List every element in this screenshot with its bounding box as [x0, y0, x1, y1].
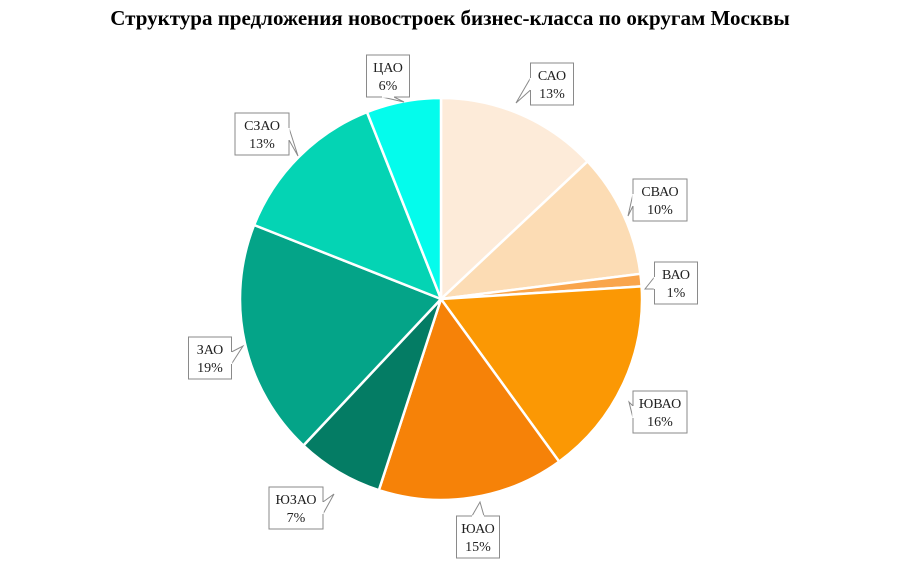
pie-slice-8 [252, 110, 443, 301]
slice-label-value: 15% [465, 540, 491, 555]
slice-label-name: САО [538, 69, 566, 84]
data-label-4: ЮВАО 16% [628, 390, 688, 434]
callout-pointer [628, 400, 634, 419]
data-label-3: ВАО 1% [643, 261, 698, 305]
slice-label-value: 6% [379, 79, 398, 94]
data-label-9: ЦАО 6% [366, 54, 410, 103]
callout-box [632, 178, 688, 222]
slice-label-name: СВАО [641, 185, 678, 200]
callout-box [268, 486, 324, 530]
callout-pointer [322, 493, 335, 515]
chart-title: Структура предложения новостроек бизнес-… [110, 6, 790, 30]
slice-label-value: 7% [287, 511, 306, 526]
data-label-5: ЮАО 15% [456, 500, 500, 559]
slice-label-name: ЮЗАО [276, 493, 317, 508]
callout-pointer [288, 127, 299, 157]
callout-pointer [231, 344, 245, 365]
slice-label-value: 19% [197, 361, 223, 376]
data-label-6: ЮЗАО 7% [268, 486, 335, 530]
callout-pointer [381, 96, 405, 103]
pie-slice-2 [439, 160, 642, 301]
slice-label-name: СЗАО [244, 119, 280, 134]
callout-box [188, 336, 232, 380]
data-label-7: ЗАО 19% [188, 336, 245, 380]
slice-label-name: ЮАО [461, 522, 494, 537]
slice-label-value: 16% [647, 415, 673, 430]
callout-box [530, 62, 574, 106]
slice-label-value: 1% [667, 286, 686, 301]
callout-box [234, 112, 290, 156]
slice-label-value: 10% [647, 203, 673, 218]
pie-slice-5 [377, 297, 561, 502]
data-label-8: СЗАО 13% [234, 112, 299, 157]
slice-label-name: ЮВАО [639, 397, 681, 412]
slice-label-value: 13% [539, 87, 565, 102]
data-label-2: СВАО 10% [627, 178, 688, 222]
slice-label-value: 13% [249, 137, 275, 152]
callout-box [654, 261, 698, 305]
pie-slice-1 [439, 96, 589, 301]
slice-label-name: ЦАО [373, 61, 403, 76]
callout-pointer [471, 500, 485, 517]
callout-pointer [515, 77, 531, 104]
pie-slice-4 [439, 285, 644, 463]
slice-label-name: ЗАО [197, 343, 224, 358]
callout-box [632, 390, 688, 434]
callout-box [366, 54, 410, 98]
slice-label-name: ВАО [662, 268, 690, 283]
callout-pointer [643, 276, 655, 290]
callout-pointer [627, 193, 634, 217]
data-label-1: САО 13% [515, 62, 574, 106]
